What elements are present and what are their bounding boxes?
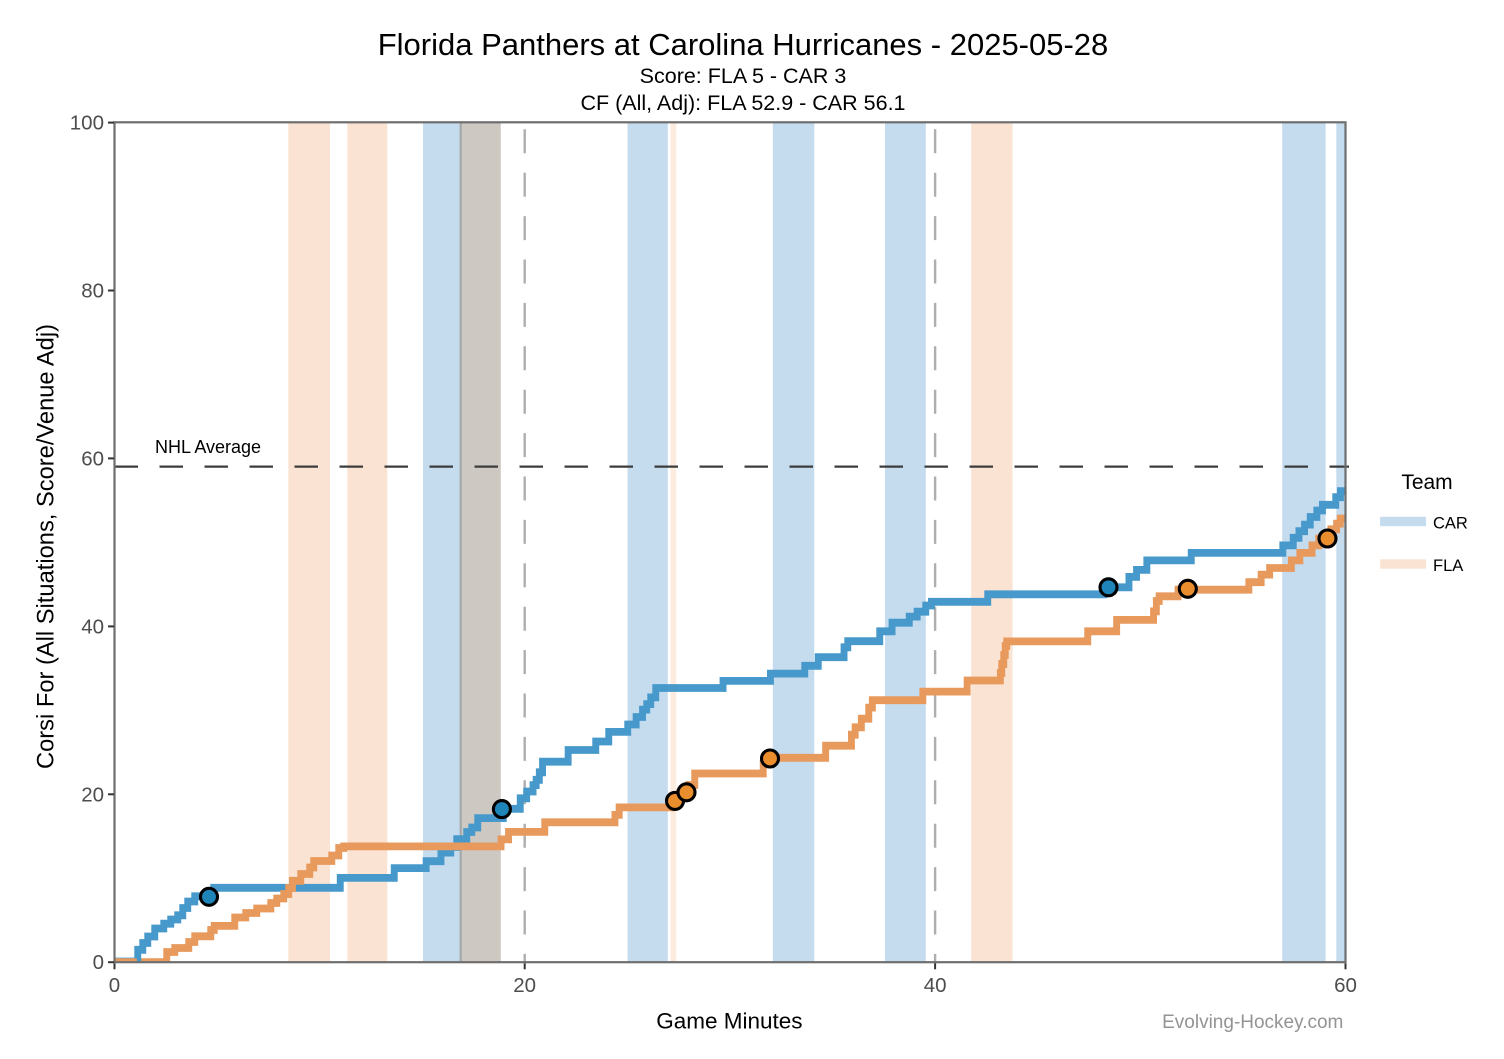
svg-text:40: 40 xyxy=(81,615,104,638)
svg-text:CF (All, Adj): FLA 52.9 - CAR: CF (All, Adj): FLA 52.9 - CAR 56.1 xyxy=(580,91,905,115)
svg-text:Corsi For (All Situations, Sco: Corsi For (All Situations, Score/Venue A… xyxy=(34,324,60,769)
svg-text:CAR: CAR xyxy=(1433,515,1468,533)
svg-text:NHL Average: NHL Average xyxy=(155,437,261,457)
svg-text:20: 20 xyxy=(81,783,104,806)
svg-text:Team: Team xyxy=(1401,471,1452,494)
svg-text:60: 60 xyxy=(1334,974,1357,997)
svg-text:40: 40 xyxy=(924,974,947,997)
svg-text:0: 0 xyxy=(93,951,104,974)
svg-text:FLA: FLA xyxy=(1433,557,1463,575)
svg-text:0: 0 xyxy=(109,974,120,997)
svg-text:60: 60 xyxy=(81,447,104,470)
svg-text:Game Minutes: Game Minutes xyxy=(656,1009,802,1034)
svg-text:20: 20 xyxy=(513,974,536,997)
svg-text:Score: FLA 5 - CAR 3: Score: FLA 5 - CAR 3 xyxy=(640,64,847,88)
svg-text:80: 80 xyxy=(81,280,104,303)
svg-text:Evolving-Hockey.com: Evolving-Hockey.com xyxy=(1162,1012,1343,1033)
svg-text:100: 100 xyxy=(70,112,104,135)
svg-text:Florida Panthers at Carolina H: Florida Panthers at Carolina Hurricanes … xyxy=(378,27,1109,62)
